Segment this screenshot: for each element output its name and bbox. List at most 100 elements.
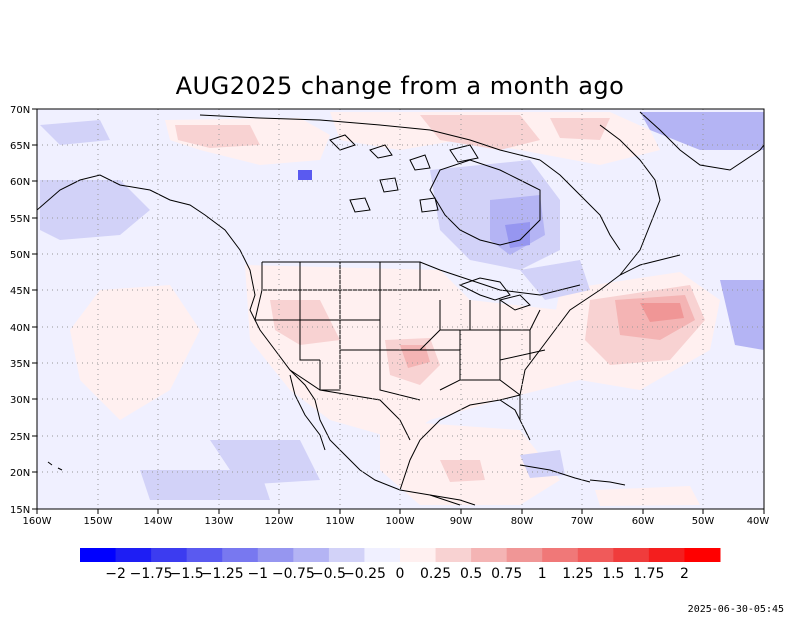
border-us-canada bbox=[262, 261, 581, 296]
colorbar-label: 0.75 bbox=[491, 566, 522, 582]
colorbar-label: 0.5 bbox=[460, 566, 482, 582]
anomaly-negative-ne-corner bbox=[640, 112, 764, 150]
coast-arctic-islands bbox=[329, 134, 479, 213]
coast-florida bbox=[499, 395, 531, 441]
lon-label: 80W bbox=[511, 516, 534, 527]
anomaly-negative-hudson-peak bbox=[505, 222, 530, 248]
coastlines bbox=[37, 111, 764, 506]
colorbar-label: −1 bbox=[247, 566, 268, 582]
anomaly-positive-caribbean bbox=[440, 460, 485, 482]
colorbar-swatch bbox=[293, 548, 330, 562]
lon-labels: 160W 150W 140W 130W 120W 110W 100W 90W 8… bbox=[23, 516, 770, 527]
anomaly-negative-mexico bbox=[210, 440, 320, 485]
colorbar-label: 0.25 bbox=[420, 566, 451, 582]
graticule bbox=[37, 109, 764, 509]
colorbar-swatch bbox=[115, 548, 152, 562]
colorbar-label: 2 bbox=[680, 566, 689, 582]
colorbar-swatch bbox=[222, 548, 259, 562]
lat-label: 30N bbox=[10, 395, 30, 406]
colorbar-label: −0.75 bbox=[272, 566, 315, 582]
anomaly-positive-greenland bbox=[420, 115, 540, 150]
colorbar-swatch bbox=[400, 548, 437, 562]
anomaly-positive-plains-core bbox=[400, 345, 430, 368]
coast-arctic bbox=[199, 114, 541, 161]
colorbar-label: −1.75 bbox=[130, 566, 173, 582]
lon-label: 50W bbox=[692, 516, 715, 527]
colorbar-swatch bbox=[257, 548, 294, 562]
coast-ne-canada bbox=[539, 159, 621, 251]
coast-great-lakes bbox=[458, 277, 531, 311]
colorbar-swatch bbox=[648, 548, 685, 562]
anomaly-positive-atlantic-peak bbox=[640, 303, 684, 322]
coast-east-us bbox=[519, 254, 681, 396]
colorbar-swatch bbox=[471, 548, 508, 562]
colorbar-swatch bbox=[435, 548, 472, 562]
coast-baja bbox=[289, 374, 326, 451]
timestamp: 2025-06-30-05:45 bbox=[687, 604, 784, 615]
lon-label: 150W bbox=[84, 516, 113, 527]
colorbar-label: −1.5 bbox=[170, 566, 204, 582]
anomaly-positive-southwest bbox=[270, 300, 340, 345]
border-us-mexico bbox=[289, 369, 411, 441]
lat-label: 40N bbox=[10, 323, 30, 334]
anomaly-positive-scattered bbox=[595, 486, 700, 506]
lon-label: 110W bbox=[326, 516, 355, 527]
lon-label: 40W bbox=[747, 516, 770, 527]
lon-label: 140W bbox=[144, 516, 173, 527]
lat-label: 35N bbox=[10, 359, 30, 370]
colorbar-swatch bbox=[80, 548, 117, 562]
coast-greenland bbox=[639, 111, 764, 171]
coast-labrador bbox=[599, 124, 661, 276]
colorbar-swatches bbox=[80, 548, 721, 562]
colorbar-swatch bbox=[542, 548, 579, 562]
anomaly-positive-greenland-east bbox=[550, 118, 610, 140]
anomaly-field bbox=[40, 112, 764, 506]
lat-label: 70N bbox=[10, 105, 30, 116]
colorbar-swatch bbox=[506, 548, 543, 562]
colorbar-label: 1.25 bbox=[562, 566, 593, 582]
lat-label: 25N bbox=[10, 432, 30, 443]
lat-labels: 70N 65N 60N 55N 50N 45N 40N 35N 30N 25N … bbox=[10, 105, 30, 516]
colorbar-label: 1.75 bbox=[633, 566, 664, 582]
colorbar-labels: −2 −1.75−1.5−1.25 −1 −0.75−0.5−0.25 0 0.25 0.5… bbox=[105, 566, 689, 582]
anomaly-positive-canada-west bbox=[175, 125, 260, 148]
anomaly-positive-pacific bbox=[70, 285, 200, 420]
lon-label: 60W bbox=[632, 516, 655, 527]
lon-label: 120W bbox=[265, 516, 294, 527]
colorbar-label: −0.25 bbox=[343, 566, 386, 582]
lon-label: 130W bbox=[205, 516, 234, 527]
colorbar-swatch bbox=[186, 548, 223, 562]
axis-ticks bbox=[32, 108, 765, 514]
lat-label: 45N bbox=[10, 286, 30, 297]
colorbar-swatch bbox=[684, 548, 721, 562]
colorbar-swatch bbox=[577, 548, 614, 562]
lon-label: 160W bbox=[23, 516, 52, 527]
colorbar-label: −2 bbox=[105, 566, 126, 582]
colorbar-label: −1.25 bbox=[201, 566, 244, 582]
lat-label: 15N bbox=[10, 505, 30, 516]
map-title: AUG2025 change from a month ago bbox=[175, 72, 625, 100]
anomaly-negative-spot-yukon bbox=[298, 170, 312, 180]
colorbar-label: 1 bbox=[538, 566, 547, 582]
lat-label: 20N bbox=[10, 468, 30, 479]
lon-label: 90W bbox=[450, 516, 473, 527]
colorbar-label: 0 bbox=[396, 566, 405, 582]
lon-label: 70W bbox=[571, 516, 594, 527]
lat-label: 60N bbox=[10, 177, 30, 188]
colorbar-label: 1.5 bbox=[602, 566, 624, 582]
coast-central-america bbox=[429, 494, 461, 506]
border-us-states bbox=[254, 261, 546, 401]
anomaly-negative-bering bbox=[40, 120, 110, 145]
coast-hawaii bbox=[47, 461, 63, 471]
colorbar-swatch bbox=[613, 548, 650, 562]
lon-label: 100W bbox=[386, 516, 415, 527]
lat-label: 65N bbox=[10, 141, 30, 152]
anomaly-negative-east bbox=[720, 280, 764, 350]
lat-label: 55N bbox=[10, 214, 30, 225]
anomaly-negative-nw bbox=[40, 180, 150, 240]
colorbar-swatch bbox=[151, 548, 188, 562]
colorbar-swatch bbox=[328, 548, 365, 562]
lat-label: 50N bbox=[10, 250, 30, 261]
